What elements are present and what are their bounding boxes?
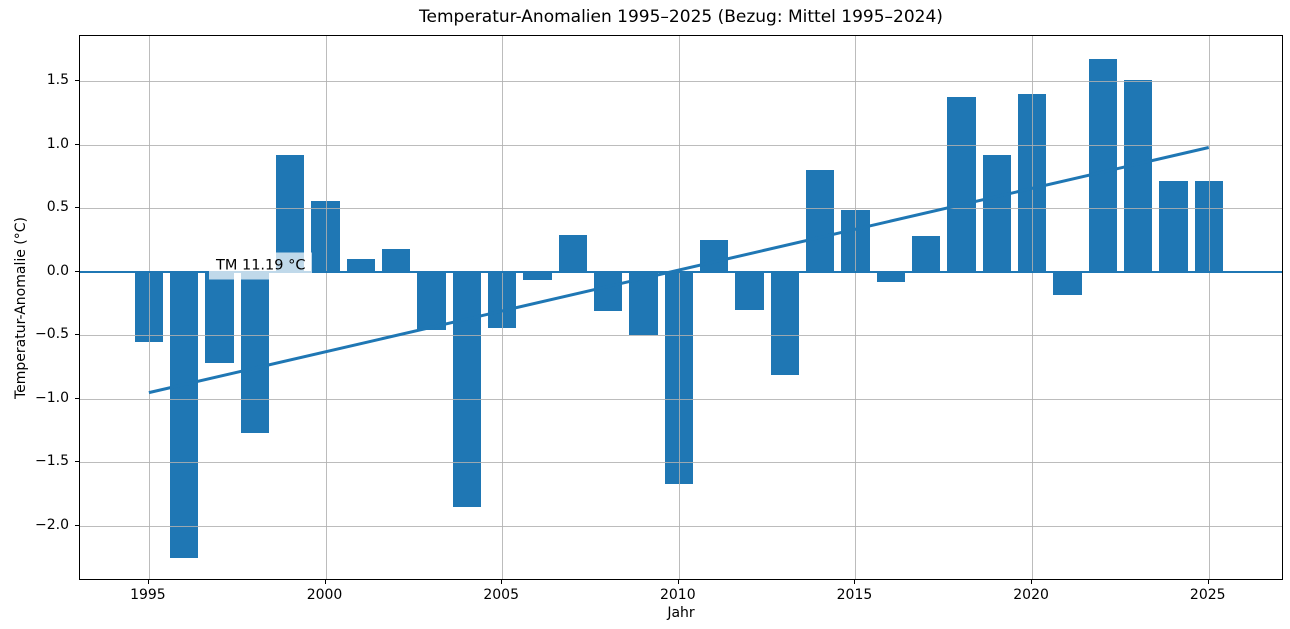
x-tick-mark: [501, 580, 503, 584]
gridline: [1032, 36, 1034, 579]
bar-2023: [1123, 80, 1153, 272]
bar-2006: [523, 271, 552, 280]
x-tick-mark: [1031, 580, 1033, 584]
bar-1995: [134, 271, 163, 342]
bar-2014: [806, 170, 835, 272]
y-axis-label: Temperatur-Anomalie (°C): [13, 217, 29, 399]
zero-line: [80, 270, 1282, 274]
x-tick-label: 2020: [1013, 587, 1049, 603]
bar-2004: [452, 271, 481, 507]
gridline: [80, 144, 1282, 146]
gridline: [325, 36, 327, 579]
y-tick-mark: [75, 270, 79, 272]
bar-1998: [240, 271, 269, 434]
y-tick-mark: [75, 80, 79, 82]
bar-2025: [1194, 180, 1223, 272]
x-tick-mark: [324, 580, 326, 584]
bar-1997: [205, 271, 234, 364]
bar-2012: [735, 271, 764, 311]
bar-2000: [311, 200, 340, 272]
gridline: [80, 462, 1282, 464]
gridline: [855, 36, 857, 579]
y-tick-mark: [75, 461, 79, 463]
y-tick-label: 1.5: [46, 72, 69, 89]
y-tick-mark: [75, 334, 79, 336]
bar-1996: [170, 271, 199, 558]
bar-2024: [1159, 180, 1188, 272]
y-tick-label: −0.5: [35, 326, 69, 343]
x-tick-mark: [854, 580, 856, 584]
bar-2011: [700, 240, 729, 272]
x-tick-label: 2000: [306, 587, 343, 603]
bar-2021: [1053, 271, 1082, 295]
y-tick-mark: [75, 397, 79, 399]
y-tick-label: 0.5: [46, 199, 69, 216]
bar-2003: [417, 271, 446, 331]
x-tick-label: 1995: [130, 587, 166, 603]
trend-line: [148, 146, 1210, 395]
bar-2008: [594, 271, 623, 312]
bar-2002: [382, 249, 411, 272]
bar-2016: [876, 271, 905, 283]
bar-2018: [947, 96, 976, 272]
gridline: [1208, 36, 1210, 579]
bar-2007: [558, 235, 587, 272]
bar-2001: [346, 259, 375, 272]
x-tick-label: 2010: [659, 587, 696, 603]
plot-area: TM 11.19 °C: [79, 35, 1283, 580]
gridline: [80, 398, 1282, 400]
x-tick-mark: [147, 580, 149, 584]
gridline: [678, 36, 680, 579]
y-tick-label: −1.0: [35, 389, 69, 406]
gridline: [502, 36, 504, 579]
bar-2009: [629, 271, 658, 336]
y-tick-label: 1.0: [46, 135, 69, 152]
x-tick-mark: [677, 580, 679, 584]
x-axis-label: Jahr: [667, 605, 695, 621]
gridline: [80, 526, 1282, 527]
y-tick-label: 0.0: [46, 262, 69, 279]
bar-2013: [770, 271, 799, 375]
y-tick-mark: [75, 207, 79, 209]
gridline: [148, 36, 150, 579]
gridline: [80, 335, 1282, 337]
x-tick-mark: [1207, 580, 1209, 584]
x-tick-label: 2005: [483, 587, 519, 603]
x-tick-label: 2025: [1189, 587, 1226, 603]
gridline: [80, 208, 1282, 210]
bar-2019: [982, 155, 1011, 272]
bar-2017: [911, 236, 941, 272]
y-tick-label: −2.0: [35, 517, 69, 533]
bar-2022: [1088, 58, 1117, 272]
x-tick-label: 2015: [836, 587, 873, 603]
y-tick-label: −1.5: [35, 453, 69, 470]
y-tick-mark: [75, 143, 79, 145]
y-tick-mark: [75, 525, 79, 526]
chart-title: Temperatur-Anomalien 1995–2025 (Bezug: M…: [419, 7, 943, 27]
gridline: [80, 81, 1282, 83]
mean-temperature-annotation: TM 11.19 °C: [209, 252, 313, 280]
bar-2005: [488, 271, 517, 328]
